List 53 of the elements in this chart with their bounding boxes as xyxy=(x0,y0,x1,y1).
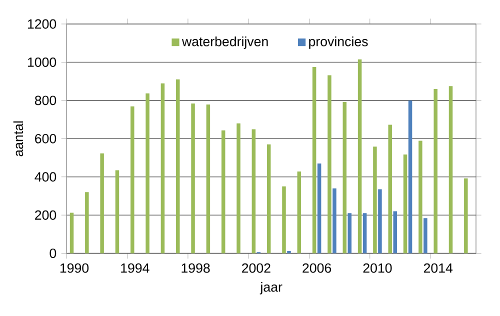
bar xyxy=(146,93,150,254)
bar xyxy=(358,59,362,254)
y-tick-label: 600 xyxy=(35,134,56,144)
bar xyxy=(373,146,377,254)
legend-label: waterbedrijven xyxy=(182,36,268,49)
bar xyxy=(317,163,322,254)
x-tick-label: 2006 xyxy=(302,263,332,273)
y-tick-label: 800 xyxy=(34,96,56,106)
bar xyxy=(282,186,286,254)
bar xyxy=(236,123,240,254)
bar xyxy=(176,79,180,254)
bar xyxy=(206,104,210,254)
bar xyxy=(266,144,271,254)
bar xyxy=(403,154,408,254)
bar xyxy=(328,75,332,254)
x-tick-label: 1994 xyxy=(121,263,150,273)
bar xyxy=(297,172,302,254)
bar xyxy=(393,211,397,254)
legend-label: provincies xyxy=(309,36,368,49)
bar xyxy=(85,192,89,254)
bar xyxy=(100,153,104,254)
x-tick-label: 2010 xyxy=(363,263,392,273)
bar xyxy=(424,218,428,254)
x-tick-label: 2014 xyxy=(424,263,453,273)
bar xyxy=(191,103,195,254)
bar xyxy=(312,66,316,254)
bar xyxy=(342,102,347,254)
x-tick-label: 1998 xyxy=(182,263,210,273)
x-tick-label: 1990 xyxy=(60,263,89,273)
y-tick-label: 400 xyxy=(34,172,56,182)
bar xyxy=(252,129,256,254)
x-axis-title: jaar xyxy=(260,282,282,294)
bar xyxy=(348,213,352,254)
bar xyxy=(221,130,226,254)
x-tick-label: 2002 xyxy=(242,263,270,273)
bar xyxy=(388,124,392,254)
y-tick-label: 1200 xyxy=(28,19,56,29)
y-tick-label: 0 xyxy=(50,248,56,258)
bar xyxy=(418,140,422,254)
bar xyxy=(130,106,134,254)
bar xyxy=(408,100,412,254)
bar xyxy=(115,170,120,254)
bar xyxy=(378,189,382,254)
bar xyxy=(464,178,468,254)
bar xyxy=(332,188,336,254)
y-tick-label: 200 xyxy=(35,210,56,220)
y-axis-title: aantal xyxy=(13,121,24,156)
y-tick-label: 1000 xyxy=(28,57,56,67)
bar xyxy=(362,213,367,254)
bar xyxy=(434,88,438,254)
bar xyxy=(448,86,453,254)
bar xyxy=(70,212,74,254)
bar xyxy=(160,83,165,254)
